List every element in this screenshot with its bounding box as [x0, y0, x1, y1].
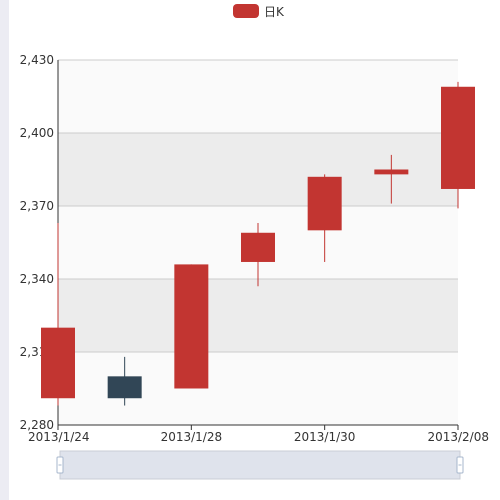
legend[interactable]: 日K	[233, 2, 284, 20]
y-tick-label: 2,340	[20, 272, 54, 286]
candle-body[interactable]	[241, 232, 275, 262]
left-edge-panel	[0, 0, 9, 500]
candle-body[interactable]	[307, 176, 342, 231]
y-tick-label: 2,370	[20, 199, 54, 213]
x-tick-label: 2013/1/28	[161, 430, 223, 444]
x-tick-label: 2013/1/30	[294, 430, 356, 444]
candle-body[interactable]	[107, 376, 142, 399]
legend-label: 日K	[264, 4, 284, 19]
candle-body[interactable]	[441, 86, 475, 189]
y-tick-label: 2,280	[20, 418, 54, 432]
x-tick-label: 2013/2/08	[427, 430, 489, 444]
plot-split-area	[58, 279, 458, 352]
datazoom-slider[interactable]	[59, 450, 461, 480]
x-tick-label: 2013/1/24	[28, 430, 90, 444]
y-tick-label: 2,400	[20, 126, 54, 140]
y-tick-label: 2,430	[20, 53, 54, 67]
candle-body[interactable]	[174, 264, 209, 389]
legend-swatch-icon	[233, 4, 259, 18]
candle-body[interactable]	[41, 327, 75, 399]
plot-split-area	[58, 60, 458, 133]
candle-body[interactable]	[374, 169, 409, 175]
